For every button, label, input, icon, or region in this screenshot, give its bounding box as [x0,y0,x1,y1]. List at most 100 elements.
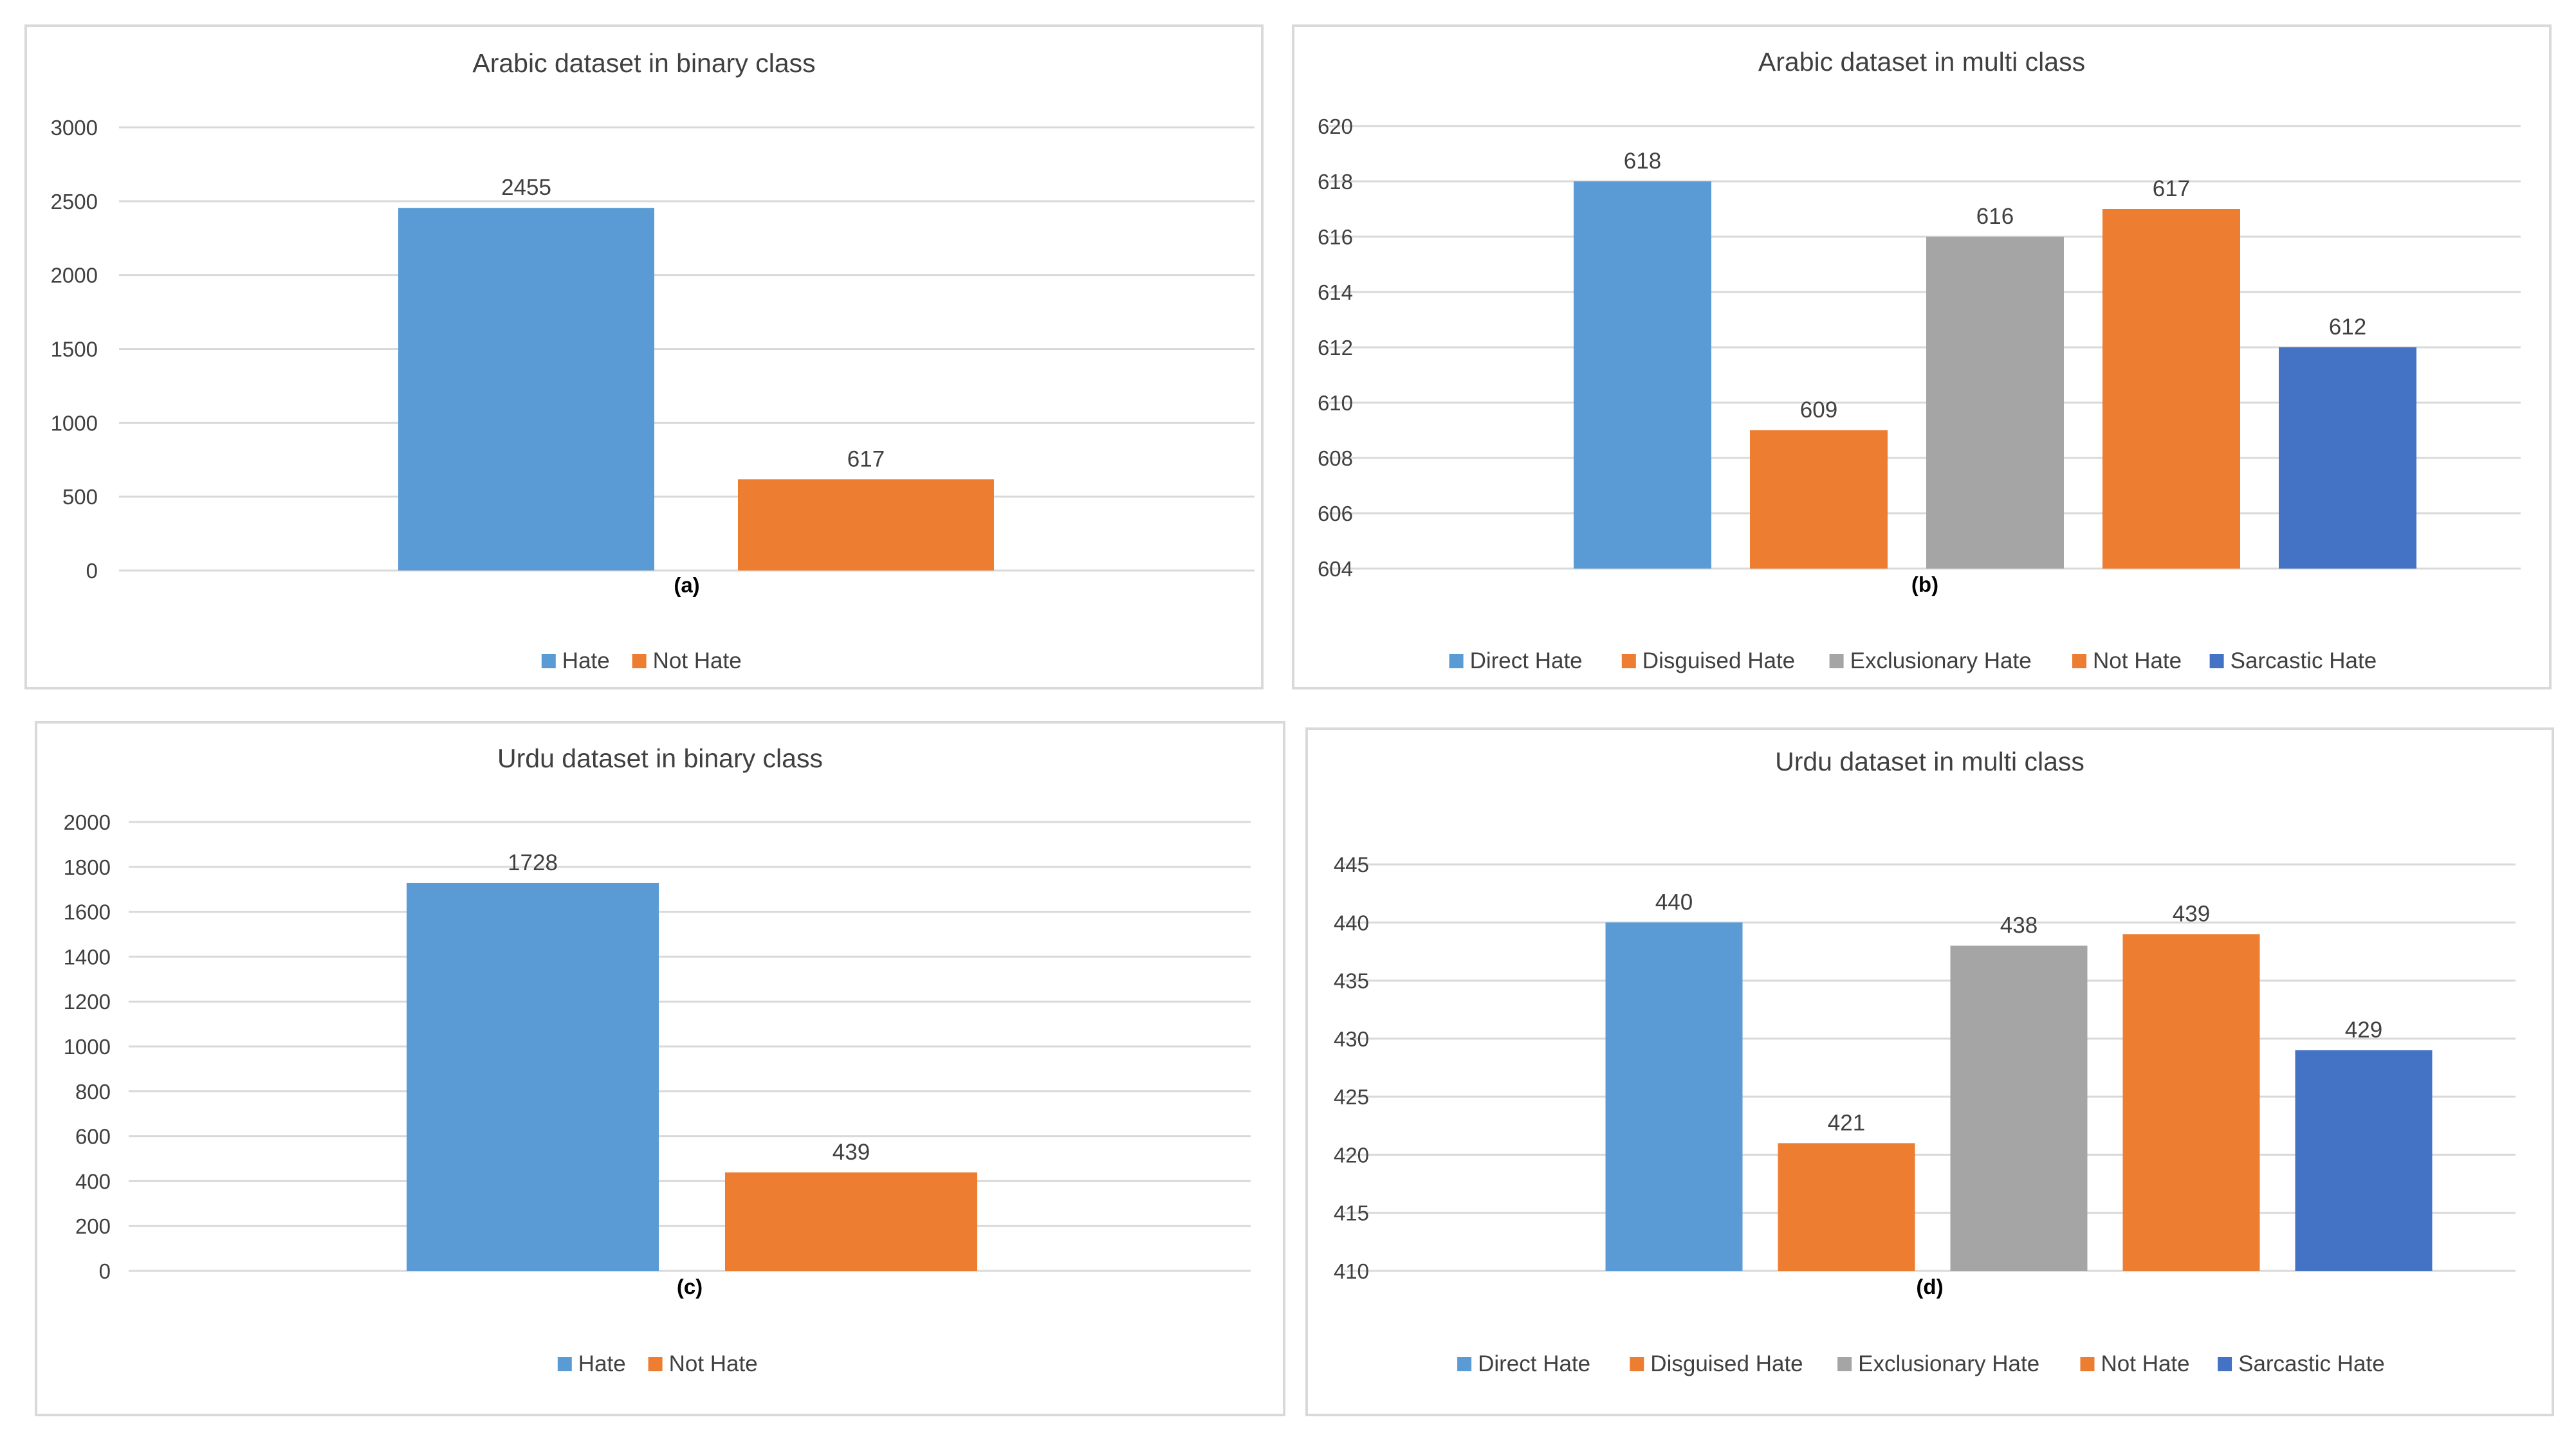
chart-panel-c [35,721,1285,1416]
y-tick-label-a: 1500 [51,338,98,361]
legend-label-d: Not Hate [2101,1351,2190,1376]
data-label-d: 440 [1655,890,1693,915]
y-tick-label-c: 600 [75,1125,111,1149]
legend-swatch-d [2218,1357,2232,1371]
y-tick-label-b: 616 [1318,225,1353,249]
data-label-c: 1728 [508,850,558,875]
legend-swatch-b [2209,654,2224,668]
y-tick-label-b: 620 [1318,114,1353,138]
data-label-b: 612 [2329,315,2366,340]
legend-swatch-b [2072,654,2086,668]
y-tick-label-d: 430 [1334,1027,1369,1051]
legend-label-b: Not Hate [2093,648,2182,673]
y-tick-label-c: 1800 [64,855,111,879]
legend-label-b: Exclusionary Hate [1850,648,2032,673]
legend-label-a: Not Hate [653,648,742,673]
y-tick-label-b: 610 [1318,391,1353,415]
subcaption-b: (b) [1911,572,1938,596]
y-tick-label-a: 2000 [51,264,98,287]
legend-label-d: Disguised Hate [1650,1351,1803,1376]
bar-d-disguised-hate [1778,1143,1915,1271]
legend-label-d: Exclusionary Hate [1858,1351,2039,1376]
legend-swatch-d [1837,1357,1852,1371]
legend-swatch-d [2080,1357,2095,1371]
chart-title-a: Arabic dataset in binary class [472,48,815,78]
legend-swatch-d [1457,1357,1472,1371]
bar-b-exclusionary-hate [1926,237,2064,569]
legend-label-a: Hate [562,648,610,673]
legend-swatch-b [1449,654,1464,668]
bar-d-exclusionary-hate [1950,945,2088,1271]
bar-c-not-hate [725,1172,977,1271]
data-label-a: 2455 [501,175,551,200]
legend-label-b: Sarcastic Hate [2231,648,2377,673]
bar-b-direct-hate [1574,181,1711,569]
legend-label-b: Disguised Hate [1642,648,1795,673]
data-label-b: 618 [1624,149,1661,174]
bar-b-not-hate [2102,209,2240,569]
bar-d-sarcastic-hate [2295,1050,2433,1271]
legend-swatch-c [648,1357,663,1371]
legend-swatch-a [541,654,556,668]
data-label-d: 421 [1828,1110,1865,1135]
y-tick-label-d: 445 [1334,853,1369,877]
chart-title-b: Arabic dataset in multi class [1758,47,2085,77]
y-tick-label-c: 1600 [64,900,111,924]
y-tick-label-c: 1400 [64,945,111,969]
y-tick-label-d: 440 [1334,911,1369,935]
data-label-d: 429 [2345,1018,2382,1043]
y-tick-label-c: 200 [75,1214,111,1238]
y-tick-label-c: 1200 [64,990,111,1014]
y-tick-label-a: 500 [62,485,98,509]
legend-swatch-d [1630,1357,1644,1371]
y-tick-label-d: 420 [1334,1143,1369,1167]
data-label-d: 439 [2173,901,2210,926]
y-tick-label-c: 2000 [64,810,111,834]
data-label-c: 439 [833,1140,870,1165]
y-tick-label-a: 3000 [51,116,98,140]
y-tick-label-b: 608 [1318,446,1353,470]
data-label-b: 609 [1800,397,1837,423]
subcaption-c: (c) [677,1275,703,1299]
y-tick-label-a: 2500 [51,190,98,214]
legend-label-d: Direct Hate [1478,1351,1590,1376]
legend-label-c: Hate [578,1351,626,1376]
bar-b-sarcastic-hate [2279,347,2416,569]
y-tick-label-d: 435 [1334,969,1369,993]
bar-a-not-hate [738,479,994,570]
bar-c-hate [407,882,659,1271]
data-label-b: 616 [1976,204,2014,229]
data-label-a: 617 [847,446,885,471]
legend-swatch-a [632,654,647,668]
y-tick-label-d: 415 [1334,1201,1369,1225]
bar-d-not-hate [2122,934,2260,1271]
y-tick-label-b: 612 [1318,336,1353,360]
chart-title-d: Urdu dataset in multi class [1775,747,2084,776]
legend-swatch-b [1829,654,1844,668]
bar-b-disguised-hate [1750,430,1888,569]
y-tick-label-b: 614 [1318,280,1353,304]
y-tick-label-c: 1000 [64,1035,111,1059]
data-label-b: 617 [2153,176,2190,201]
y-tick-label-c: 400 [75,1169,111,1193]
y-tick-label-a: 1000 [51,411,98,435]
y-tick-label-a: 0 [86,559,98,583]
y-tick-label-d: 425 [1334,1085,1369,1109]
data-label-d: 438 [2000,913,2038,938]
y-tick-label-c: 0 [99,1259,111,1283]
y-tick-label-b: 604 [1318,557,1353,581]
bar-d-direct-hate [1605,922,1743,1271]
legend-label-b: Direct Hate [1470,648,1583,673]
y-tick-label-b: 618 [1318,170,1353,194]
legend-swatch-b [1621,654,1636,668]
bar-a-hate [398,208,654,570]
legend-swatch-c [557,1357,572,1371]
subcaption-d: (d) [1916,1275,1943,1299]
legend-label-d: Sarcastic Hate [2238,1351,2385,1376]
y-tick-label-b: 606 [1318,502,1353,525]
legend-label-c: Not Hate [669,1351,758,1376]
y-tick-label-c: 800 [75,1080,111,1104]
subcaption-a: (a) [674,573,699,597]
chart-title-c: Urdu dataset in binary class [497,744,823,773]
